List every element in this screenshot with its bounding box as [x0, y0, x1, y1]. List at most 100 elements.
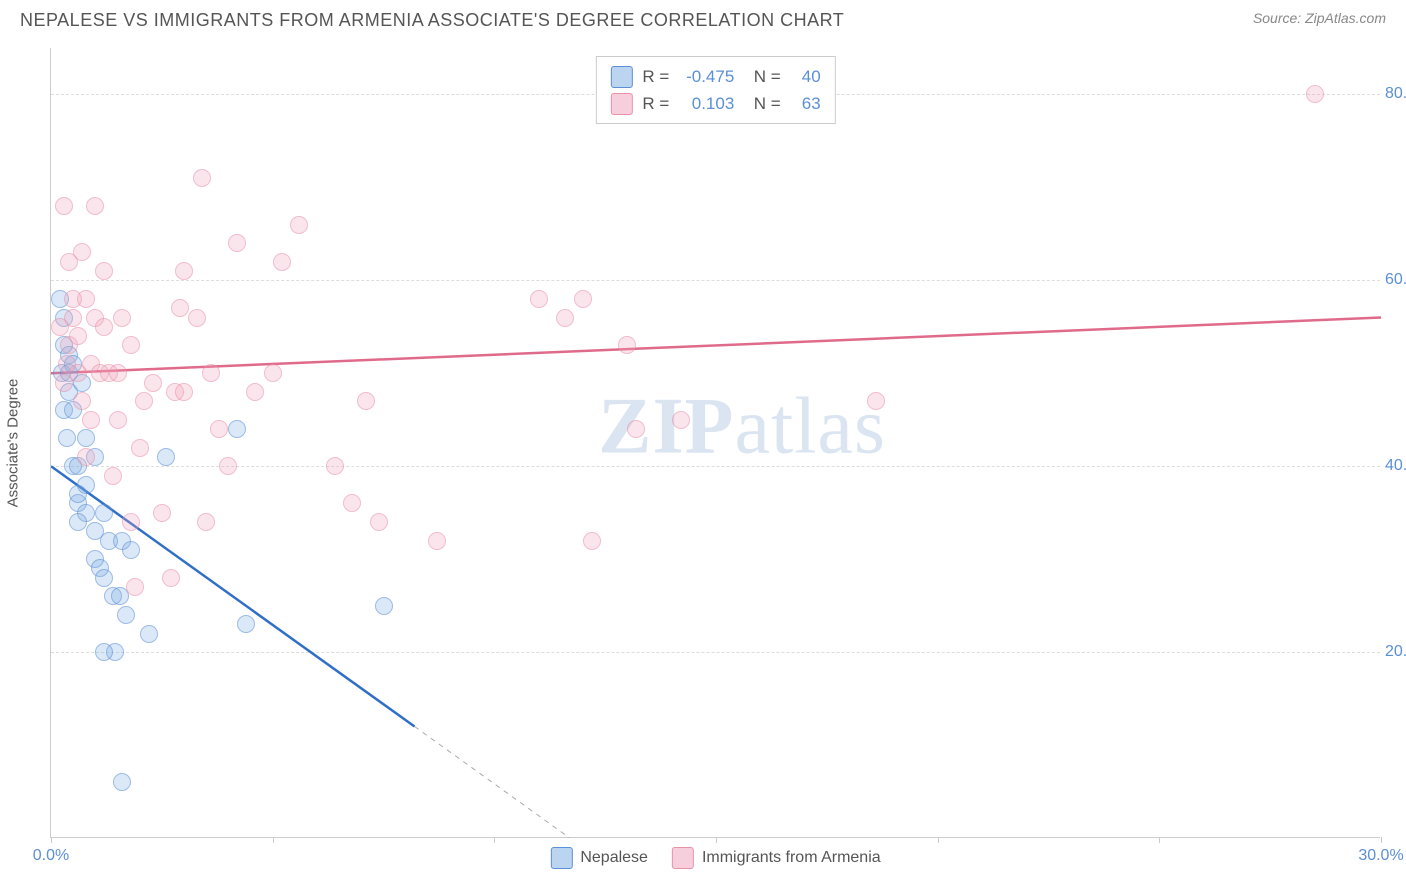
- data-point: [375, 597, 393, 615]
- data-point: [77, 429, 95, 447]
- chart-header: NEPALESE VS IMMIGRANTS FROM ARMENIA ASSO…: [20, 10, 1386, 31]
- data-point: [122, 541, 140, 559]
- data-point: [157, 448, 175, 466]
- data-point: [58, 355, 76, 373]
- data-point: [58, 429, 76, 447]
- data-point: [126, 578, 144, 596]
- data-point: [95, 504, 113, 522]
- n-value-0: 40: [791, 63, 821, 90]
- data-point: [246, 383, 264, 401]
- data-point: [77, 476, 95, 494]
- data-point: [131, 439, 149, 457]
- data-point: [197, 513, 215, 531]
- data-point: [228, 234, 246, 252]
- r-value-0: -0.475: [679, 63, 734, 90]
- data-point: [140, 625, 158, 643]
- y-tick-label: 80.0%: [1385, 85, 1406, 103]
- chart-title: NEPALESE VS IMMIGRANTS FROM ARMENIA ASSO…: [20, 10, 844, 31]
- data-point: [113, 773, 131, 791]
- data-point: [193, 169, 211, 187]
- legend-label-1: Immigrants from Armenia: [702, 849, 881, 867]
- y-axis-title: Associate's Degree: [5, 378, 22, 507]
- data-point: [618, 336, 636, 354]
- data-point: [188, 309, 206, 327]
- data-point: [73, 392, 91, 410]
- data-point: [326, 457, 344, 475]
- swatch-blue-icon: [610, 66, 632, 88]
- data-point: [144, 374, 162, 392]
- x-tick: [1381, 837, 1382, 843]
- data-point: [122, 513, 140, 531]
- data-point: [627, 420, 645, 438]
- data-point: [135, 392, 153, 410]
- data-point: [273, 253, 291, 271]
- stats-row-armenia: R = 0.103 N = 63: [610, 90, 820, 117]
- data-point: [109, 364, 127, 382]
- y-tick-label: 40.0%: [1385, 457, 1406, 475]
- legend: Nepalese Immigrants from Armenia: [550, 847, 880, 869]
- data-point: [55, 197, 73, 215]
- data-point: [95, 643, 113, 661]
- data-point: [574, 290, 592, 308]
- stats-row-nepalese: R = -0.475 N = 40: [610, 63, 820, 90]
- data-point: [237, 615, 255, 633]
- data-point: [162, 569, 180, 587]
- data-point: [95, 262, 113, 280]
- n-label: N =: [744, 90, 780, 117]
- n-value-1: 63: [791, 90, 821, 117]
- data-point: [228, 420, 246, 438]
- data-point: [219, 457, 237, 475]
- data-point: [73, 243, 91, 261]
- legend-label-0: Nepalese: [580, 849, 648, 867]
- data-point: [95, 569, 113, 587]
- data-point: [77, 290, 95, 308]
- data-point: [86, 197, 104, 215]
- trend-line: [51, 318, 1381, 374]
- data-point: [109, 411, 127, 429]
- data-point: [290, 216, 308, 234]
- data-point: [82, 411, 100, 429]
- data-point: [264, 364, 282, 382]
- data-point: [104, 467, 122, 485]
- data-point: [583, 532, 601, 550]
- data-point: [210, 420, 228, 438]
- data-point: [202, 364, 220, 382]
- trend-lines: [51, 48, 1381, 838]
- data-point: [530, 290, 548, 308]
- r-value-1: 0.103: [679, 90, 734, 117]
- legend-item-armenia: Immigrants from Armenia: [672, 847, 881, 869]
- data-point: [175, 383, 193, 401]
- stats-box: R = -0.475 N = 40 R = 0.103 N = 63: [595, 56, 835, 124]
- data-point: [69, 513, 87, 531]
- data-point: [171, 299, 189, 317]
- data-point: [153, 504, 171, 522]
- data-point: [357, 392, 375, 410]
- swatch-blue-icon: [550, 847, 572, 869]
- data-point: [113, 309, 131, 327]
- scatter-chart: Associate's Degree ZIPatlas 20.0%40.0%60…: [50, 48, 1380, 838]
- data-point: [867, 392, 885, 410]
- data-point: [95, 318, 113, 336]
- x-tick-label: 0.0%: [33, 847, 69, 865]
- source-label: Source: ZipAtlas.com: [1253, 10, 1386, 26]
- data-point: [175, 262, 193, 280]
- trend-line-extrapolated: [415, 726, 570, 838]
- r-label: R =: [642, 90, 669, 117]
- swatch-pink-icon: [610, 93, 632, 115]
- data-point: [343, 494, 361, 512]
- legend-item-nepalese: Nepalese: [550, 847, 648, 869]
- data-point: [122, 336, 140, 354]
- data-point: [370, 513, 388, 531]
- n-label: N =: [744, 63, 780, 90]
- data-point: [117, 606, 135, 624]
- data-point: [55, 374, 73, 392]
- data-point: [77, 448, 95, 466]
- data-point: [1306, 85, 1324, 103]
- data-point: [69, 327, 87, 345]
- data-point: [556, 309, 574, 327]
- data-point: [428, 532, 446, 550]
- y-tick-label: 60.0%: [1385, 271, 1406, 289]
- swatch-pink-icon: [672, 847, 694, 869]
- data-point: [672, 411, 690, 429]
- y-tick-label: 20.0%: [1385, 643, 1406, 661]
